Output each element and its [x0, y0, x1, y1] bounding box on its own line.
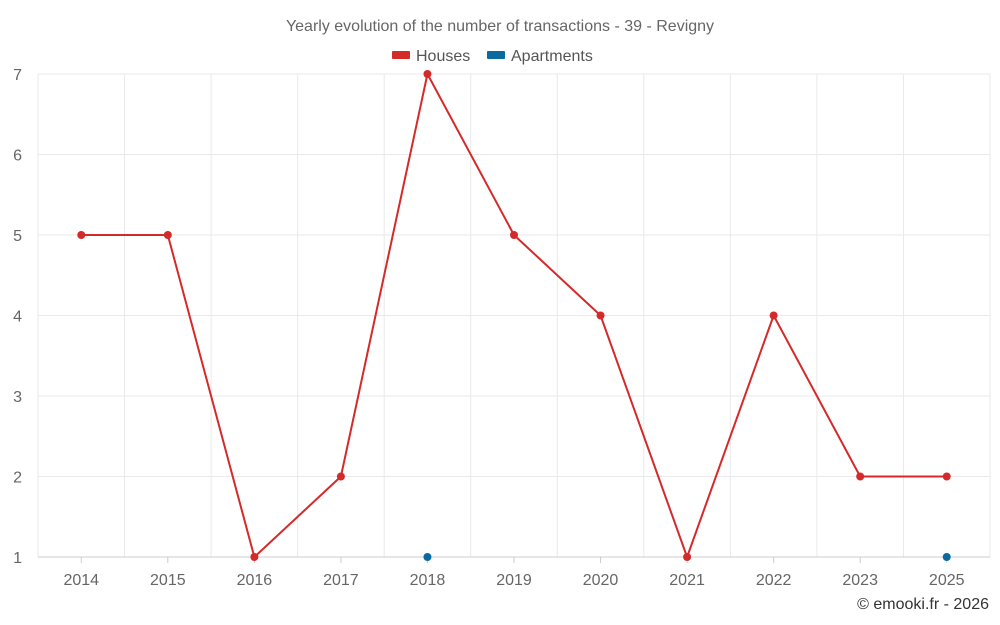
legend-item-apartments[interactable]: Apartments [487, 48, 593, 65]
y-tick-label: 7 [13, 67, 22, 84]
x-tick-label: 2014 [63, 572, 99, 589]
grid [37, 73, 991, 557]
legend-item-houses[interactable]: Houses [392, 48, 470, 65]
x-tick-label: 2020 [583, 572, 619, 589]
x-tick-label: 2017 [323, 572, 359, 589]
legend-swatch-houses [392, 51, 410, 59]
x-tick-label: 2019 [496, 572, 532, 589]
y-tick-label: 3 [13, 389, 22, 406]
data-point-houses [683, 553, 692, 561]
x-tick-label: 2021 [669, 572, 705, 589]
y-axis: 1 2 3 4 5 6 7 [13, 67, 22, 567]
legend-swatch-apartments [487, 51, 505, 59]
series-layer [77, 70, 951, 561]
x-tick-label: 2015 [150, 572, 186, 589]
x-tick-label: 2025 [929, 572, 965, 589]
credit-text: © emooki.fr - 2026 [857, 596, 989, 613]
data-point-houses [163, 231, 172, 239]
data-point-apartments [942, 553, 951, 561]
data-point-houses [856, 472, 865, 481]
x-axis: 2014 2015 2016 2017 2018 2019 2020 2021 2022 2023… [38, 556, 990, 589]
data-point-houses [77, 231, 86, 239]
data-point-houses [596, 311, 605, 320]
legend-label-houses: Houses [416, 48, 470, 65]
x-tick-label: 2018 [410, 572, 446, 589]
legend: Houses Apartments [392, 48, 593, 65]
legend-label-apartments: Apartments [511, 48, 593, 65]
y-tick-label: 5 [13, 228, 22, 245]
data-point-houses [769, 311, 778, 320]
chart-title: Yearly evolution of the number of transa… [286, 18, 714, 35]
data-point-apartments [423, 553, 432, 561]
x-tick-label: 2022 [756, 572, 792, 589]
x-tick-label: 2023 [842, 572, 878, 589]
data-point-houses [336, 472, 345, 481]
y-tick-label: 1 [13, 550, 22, 567]
y-tick-label: 6 [13, 148, 22, 165]
data-point-houses [250, 553, 259, 561]
data-point-houses [942, 472, 951, 481]
x-tick-label: 2016 [237, 572, 273, 589]
data-point-houses [510, 231, 518, 239]
y-tick-label: 2 [13, 470, 22, 487]
y-tick-label: 4 [13, 309, 22, 326]
data-point-houses [423, 70, 432, 78]
